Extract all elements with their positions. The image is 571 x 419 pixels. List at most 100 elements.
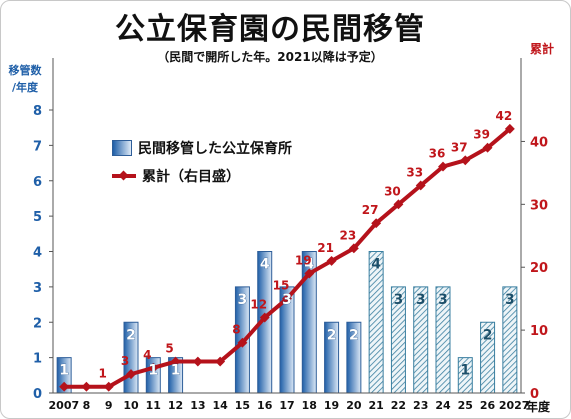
bar-value-label-16: 4 — [260, 257, 270, 273]
left-tick-label: 5 — [33, 210, 42, 225]
bar-value-label-25: 1 — [460, 363, 470, 379]
left-tick-label: 1 — [33, 352, 42, 367]
left-tick-label: 6 — [33, 175, 42, 190]
x-tick-label-18: 18 — [302, 399, 317, 412]
legend-line-label: 累計（右目盛） — [142, 169, 240, 185]
bar-value-label-12: 1 — [171, 363, 181, 379]
bar-value-label-20: 2 — [349, 327, 359, 343]
cumulative-label-12: 5 — [165, 342, 173, 356]
bar-value-label-11: 1 — [148, 363, 158, 379]
x-tick-label-2007: 2007 — [49, 399, 80, 412]
x-tick-label-22: 22 — [391, 399, 406, 412]
left-tick-label: 0 — [33, 387, 42, 402]
cumulative-point-16 — [259, 312, 270, 323]
x-tick-label-25: 25 — [458, 399, 473, 412]
cumulative-point-11 — [148, 362, 159, 373]
cumulative-point-22 — [393, 199, 404, 210]
cumulative-label-15: 8 — [232, 323, 240, 337]
x-tick-label-20: 20 — [346, 399, 362, 412]
x-tick-label-21: 21 — [368, 399, 383, 412]
left-tick-label: 7 — [33, 139, 42, 154]
legend-bar-label: 民間移管した公立保育所 — [138, 141, 292, 157]
x-tick-label-15: 15 — [235, 399, 250, 412]
right-tick-label: 20 — [530, 261, 548, 276]
bar-21 — [368, 251, 384, 394]
cumulative-point-12 — [170, 356, 181, 367]
cumulative-label-26: 39 — [473, 128, 490, 142]
x-tick-label-12: 12 — [168, 399, 183, 412]
cumulative-point-15 — [237, 337, 248, 348]
bar-value-label-21: 4 — [371, 257, 381, 273]
right-tick-label: 10 — [530, 324, 548, 339]
right-tick-label: 30 — [530, 198, 548, 213]
x-tick-label-14: 14 — [212, 399, 228, 412]
x-tick-label-2027: 2027 — [499, 399, 530, 412]
bar-value-label-10: 2 — [126, 327, 136, 343]
x-tick-label-10: 10 — [123, 399, 139, 412]
legend-item-line: 累計（右目盛） — [112, 162, 292, 190]
cumulative-label-9: 1 — [99, 367, 107, 381]
cumulative-label-23: 33 — [406, 165, 423, 179]
right-axis-label: 累計 — [529, 42, 554, 56]
cumulative-point-26 — [482, 142, 493, 153]
x-tick-label-24: 24 — [435, 399, 451, 412]
left-tick-label: 2 — [33, 316, 42, 331]
left-tick-label: 8 — [33, 104, 42, 119]
x-tick-label-26: 26 — [480, 399, 496, 412]
legend-bar-swatch — [112, 140, 132, 156]
cumulative-point-23 — [415, 180, 426, 191]
cumulative-point-17 — [282, 293, 292, 304]
bar-value-label-2027: 3 — [505, 292, 515, 308]
bar-value-label-19: 2 — [327, 327, 337, 343]
cumulative-label-10: 3 — [121, 354, 129, 368]
bar-value-label-22: 3 — [394, 292, 404, 308]
bar-value-label-23: 3 — [416, 292, 426, 308]
cumulative-label-20: 23 — [340, 228, 357, 242]
cumulative-point-14 — [215, 356, 226, 367]
cumulative-label-19: 21 — [317, 241, 334, 255]
legend: 民間移管した公立保育所 累計（右目盛） — [112, 134, 292, 190]
cumulative-point-20 — [348, 243, 359, 254]
cumulative-point-25 — [460, 155, 471, 166]
x-tick-label-11: 11 — [146, 399, 161, 412]
x-tick-label-13: 13 — [190, 399, 205, 412]
chart-subtitle: （民間で開所した年。2021以降は予定） — [157, 50, 383, 64]
x-tick-label-16: 16 — [257, 399, 273, 412]
cumulative-label-25: 37 — [451, 140, 468, 154]
bar-value-label-26: 2 — [483, 327, 493, 343]
bar-value-label-24: 3 — [438, 292, 448, 308]
cumulative-label-24: 36 — [429, 147, 446, 161]
x-tick-label-9: 9 — [105, 399, 113, 412]
right-tick-label: 40 — [530, 135, 548, 150]
cumulative-label-22: 30 — [384, 184, 401, 198]
left-tick-label: 3 — [33, 281, 42, 296]
bar-value-label-18: 4 — [304, 257, 314, 273]
cumulative-point-21 — [371, 218, 382, 229]
left-axis-label-line1: 移管数 — [8, 64, 42, 77]
cumulative-label-2027: 42 — [496, 109, 513, 123]
right-tick-label: 0 — [530, 387, 539, 402]
legend-line-swatch — [112, 168, 136, 184]
x-tick-label-19: 19 — [324, 399, 339, 412]
bar-value-label-15: 3 — [238, 292, 248, 308]
bar-value-label-2007: 1 — [59, 363, 69, 379]
x-tick-label-23: 23 — [413, 399, 428, 412]
cumulative-point-8 — [81, 381, 92, 392]
cumulative-point-13 — [192, 356, 203, 367]
cumulative-point-24 — [438, 161, 448, 172]
bar-value-label-17: 3 — [282, 292, 292, 308]
x-axis-unit: 年度 — [526, 400, 551, 414]
legend-item-bars: 民間移管した公立保育所 — [112, 134, 292, 162]
cumulative-point-19 — [326, 255, 337, 266]
cumulative-label-11: 4 — [143, 348, 151, 362]
left-tick-label: 4 — [33, 246, 42, 261]
cumulative-label-18: 19 — [295, 254, 312, 268]
cumulative-point-18 — [304, 268, 315, 279]
chart-title: 公立保育園の民間移管 — [115, 12, 425, 47]
cumulative-label-17: 15 — [273, 279, 290, 293]
cumulative-label-16: 12 — [250, 298, 267, 312]
cumulative-label-21: 27 — [362, 203, 379, 217]
left-axis-label-line2: /年度 — [11, 81, 39, 94]
left-axis-label: 移管数 /年度 — [8, 62, 42, 96]
